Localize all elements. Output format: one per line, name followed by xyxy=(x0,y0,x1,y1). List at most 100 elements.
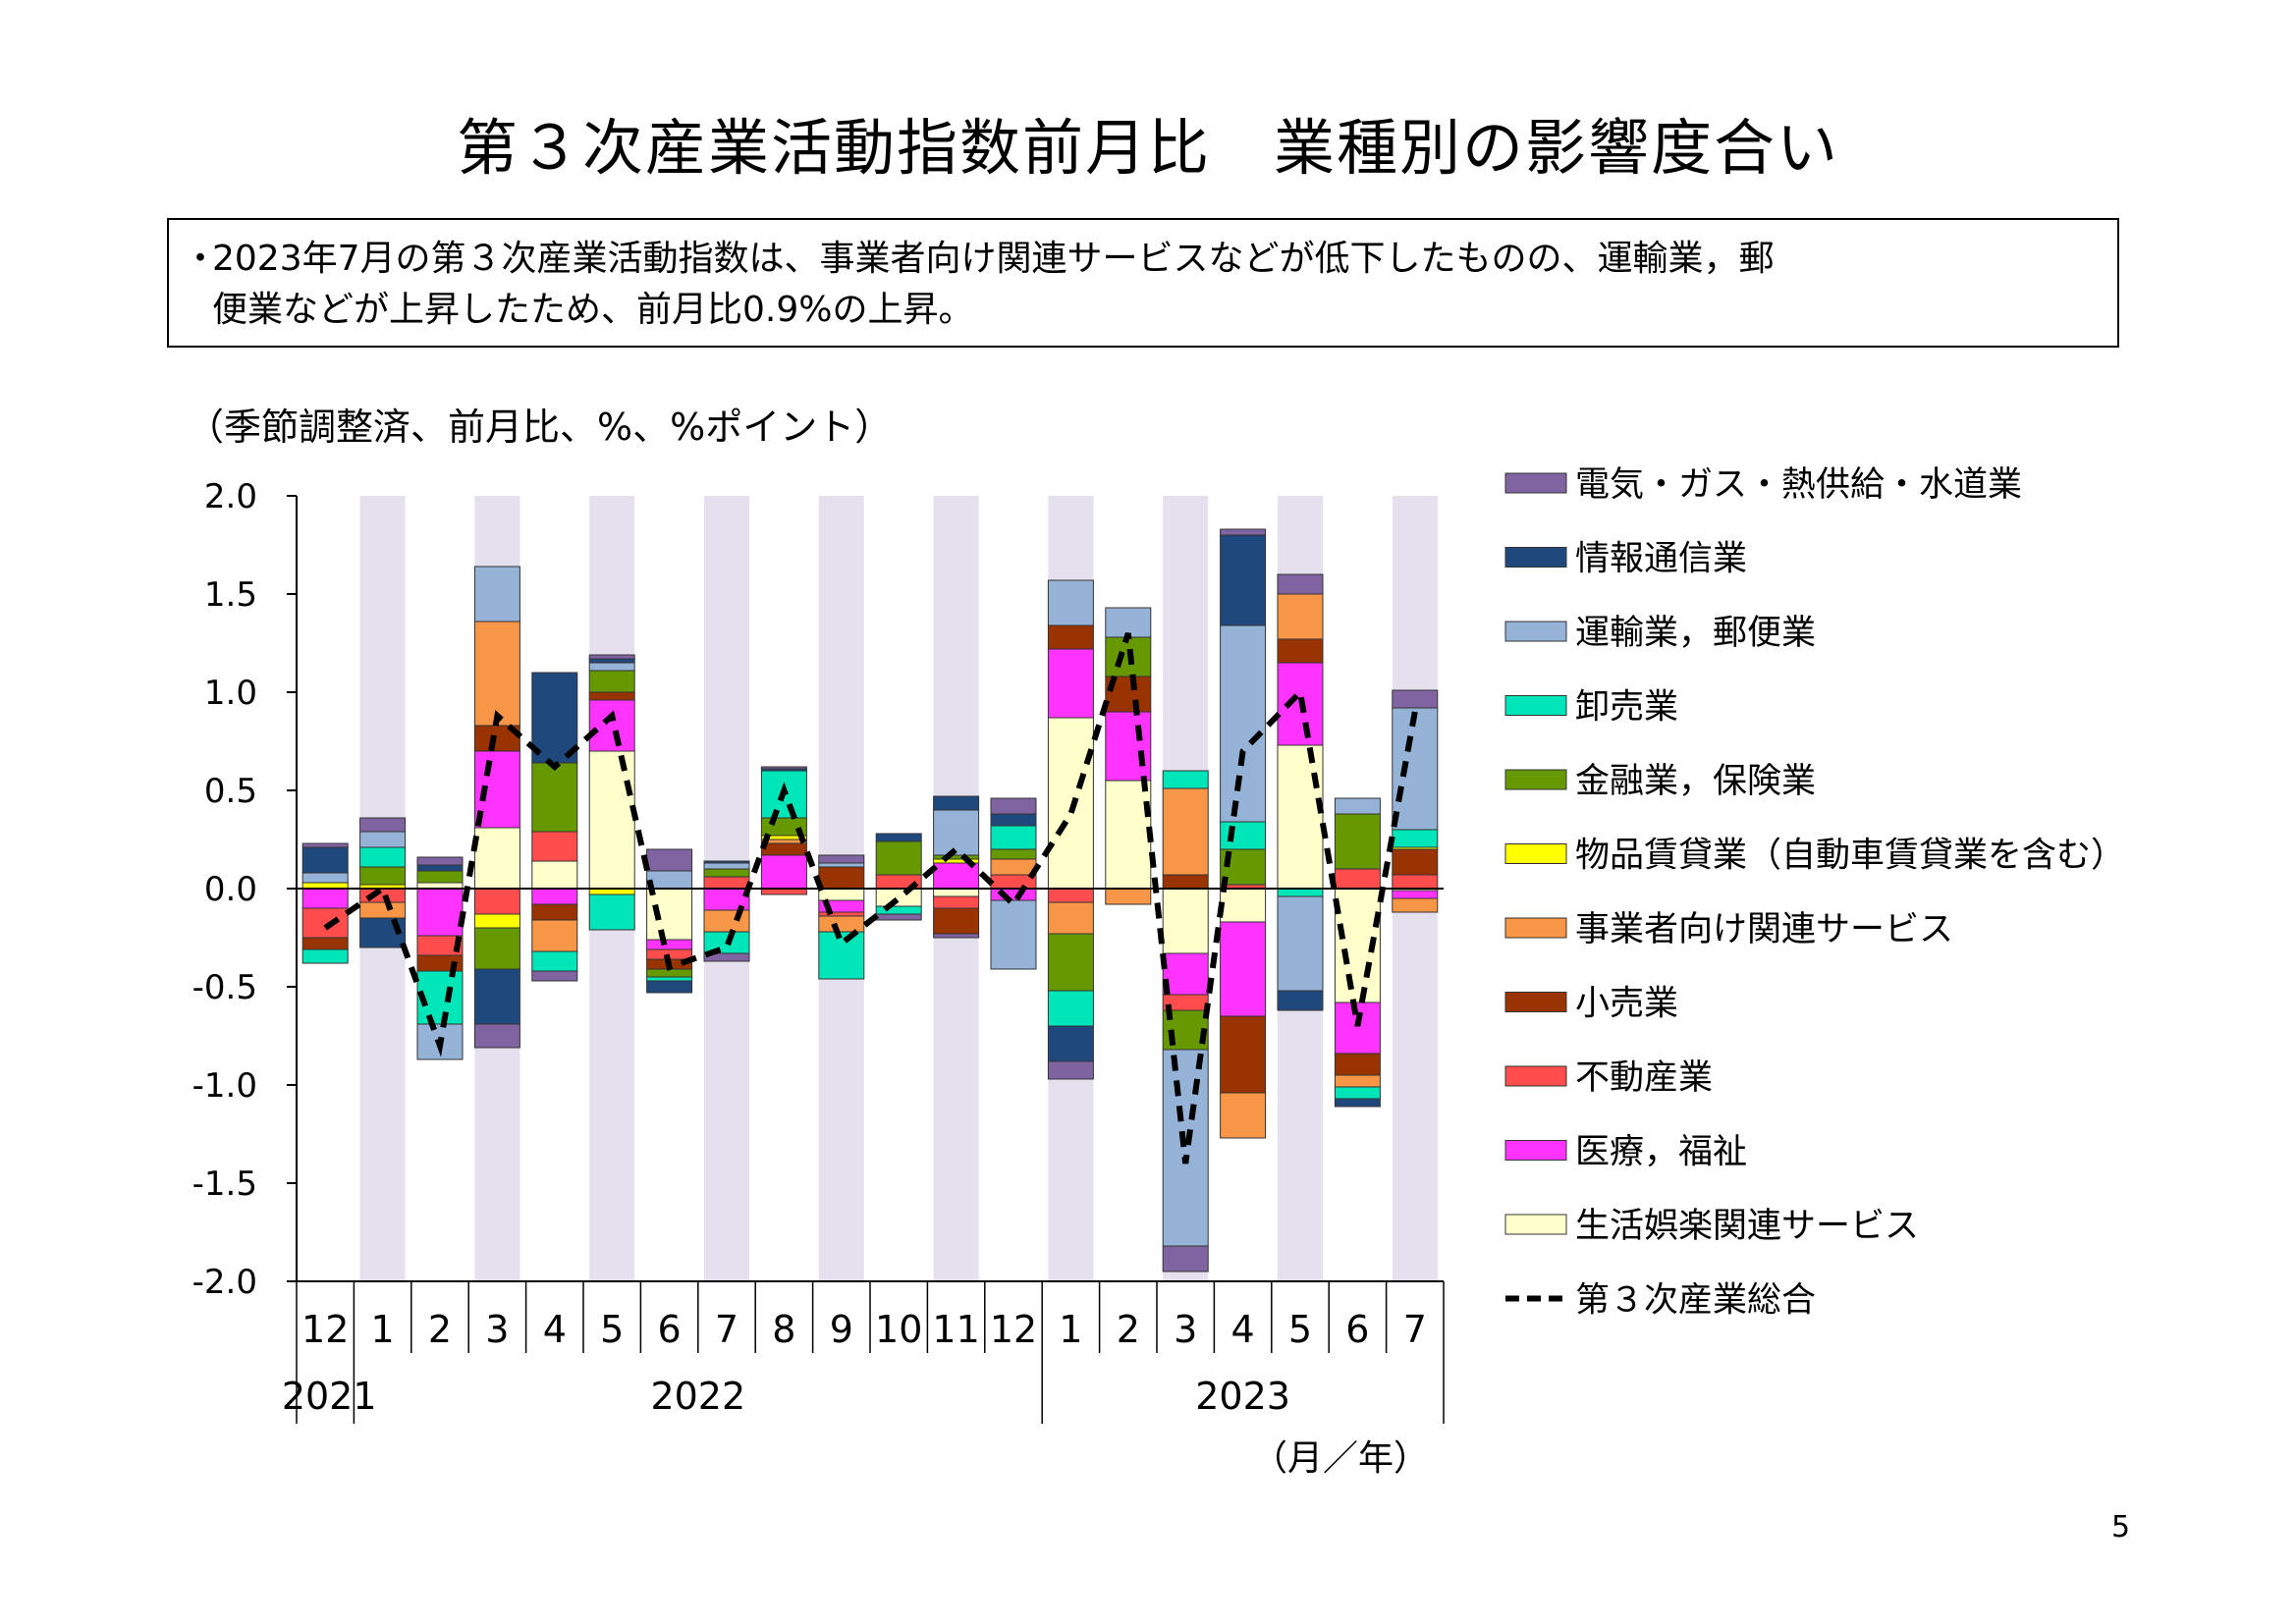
bar-segment-s9-c10 xyxy=(875,833,922,842)
bar-segment-s4-c19 xyxy=(1392,897,1439,913)
bar-segment-s3-c18 xyxy=(1334,1053,1381,1076)
bar-segment-s3-c19 xyxy=(1392,848,1439,876)
bar-segment-s10-c3 xyxy=(473,1023,520,1049)
bar-segment-s9-c17 xyxy=(1277,990,1324,1011)
bar-segment-s6-c7 xyxy=(703,868,750,878)
bar-segment-s0-c5 xyxy=(588,750,635,890)
bar-segment-s6-c13 xyxy=(1047,933,1094,992)
y-tick-label-2: 1.0 xyxy=(204,674,257,713)
bar-segment-s4-c4 xyxy=(531,919,578,952)
bar-segment-s4-c1 xyxy=(359,901,407,919)
y-tick-label-1: 1.5 xyxy=(204,575,257,615)
x-tick-label-4: 4 xyxy=(543,1308,567,1351)
bar-segment-s8-c15 xyxy=(1162,1049,1209,1247)
bar-segment-s8-c7 xyxy=(703,862,750,870)
x-tick-label-10: 10 xyxy=(875,1308,922,1351)
bar-segment-s0-c14 xyxy=(1105,780,1152,890)
y-tick-label-4: 0.0 xyxy=(204,870,257,909)
bar-segment-s1-c8 xyxy=(760,854,807,890)
bar-segment-s10-c7 xyxy=(703,952,750,962)
bar-segment-s6-c18 xyxy=(1334,813,1381,870)
bar-segment-s8-c5 xyxy=(588,662,635,672)
bar-segment-s0-c9 xyxy=(818,888,865,901)
bar-segment-s1-c4 xyxy=(531,888,578,905)
bar-segment-s6-c11 xyxy=(933,854,980,860)
bar-segment-s7-c5 xyxy=(588,893,635,931)
legend-swatch-7 xyxy=(1504,992,1567,1012)
x-tick-label-19: 7 xyxy=(1403,1308,1427,1351)
bar-segment-s8-c3 xyxy=(473,566,520,623)
total-line xyxy=(323,632,1418,1164)
bar-segment-s6-c10 xyxy=(875,840,922,876)
year-label-1: 2022 xyxy=(650,1375,745,1418)
y-tick-label-7: -1.5 xyxy=(192,1164,257,1204)
legend-label-11: 第３次産業総合 xyxy=(1575,1281,1816,1321)
bar-segment-s6-c6 xyxy=(646,968,693,978)
y-tick-label-6: -1.0 xyxy=(192,1066,257,1106)
bar-segment-s0-c4 xyxy=(531,860,578,890)
axes: 2.01.51.00.50.0-0.5-1.0-1.5-2.012 1 2 3 4 5 6 7… xyxy=(192,477,1445,1424)
legend-swatch-6 xyxy=(1504,917,1567,939)
bar-segment-s4-c16 xyxy=(1220,1092,1267,1139)
bar-segment-s3-c8 xyxy=(760,842,807,856)
bar-segment-s8-c0 xyxy=(301,872,349,884)
bar-segment-s0-c16 xyxy=(1220,888,1267,923)
bar-segment-s3-c11 xyxy=(933,907,980,935)
legend-label-7: 小売業 xyxy=(1575,985,1678,1024)
bar-segment-s0-c13 xyxy=(1047,717,1094,890)
bar-segment-s0-c3 xyxy=(473,827,520,890)
bar-segment-s4-c7 xyxy=(703,909,750,933)
bar-segment-s1-c5 xyxy=(588,699,635,752)
bar-segment-s8-c19 xyxy=(1392,707,1439,831)
bar-segment-s10-c9 xyxy=(818,854,865,864)
year-label-0: 2021 xyxy=(282,1375,377,1418)
unit-label: （季節調整済、前月比、%、%ポイント） xyxy=(187,406,893,449)
bar-segment-s7-c6 xyxy=(646,976,693,982)
total-line-path xyxy=(323,632,1418,1164)
bar-segment-s7-c16 xyxy=(1220,821,1267,850)
bar-segment-s9-c12 xyxy=(990,813,1037,827)
bar-segment-s1-c14 xyxy=(1105,711,1152,782)
bar-segment-s3-c0 xyxy=(301,937,349,950)
summary-line-1: ・ 2023年7月の第３次産業活動指数は、事業者向け関連サービスなどが低下したも… xyxy=(183,234,2098,285)
bar-segment-s9-c0 xyxy=(301,846,349,874)
x-tick-label-13: 1 xyxy=(1059,1308,1082,1351)
bar-segment-s8-c13 xyxy=(1047,579,1094,626)
y-tick-label-0: 2.0 xyxy=(204,477,257,516)
bar-segment-s1-c16 xyxy=(1220,921,1267,1017)
bar-segment-s9-c11 xyxy=(933,795,980,811)
x-tick-label-1: 1 xyxy=(371,1308,395,1351)
bar-segment-s4-c15 xyxy=(1162,787,1209,876)
bar-segment-s7-c4 xyxy=(531,950,578,972)
legend-label-3: 卸売業 xyxy=(1575,688,1678,728)
bar-segment-s10-c12 xyxy=(990,797,1037,815)
bar-segment-s8-c12 xyxy=(990,899,1037,970)
bar-segment-s8-c11 xyxy=(933,809,980,856)
bar-segment-s10-c10 xyxy=(875,913,922,921)
bar-segment-s7-c0 xyxy=(301,948,349,964)
x-tick-label-17: 5 xyxy=(1288,1308,1312,1351)
bar-segment-s2-c9 xyxy=(818,911,865,917)
bar-segment-s7-c10 xyxy=(875,905,922,915)
bar-segment-s3-c17 xyxy=(1277,638,1324,664)
bar-segment-s7-c2 xyxy=(416,970,464,1025)
bar-segment-s1-c19 xyxy=(1392,890,1439,899)
bar-segment-s10-c5 xyxy=(588,654,635,660)
x-tick-label-15: 3 xyxy=(1174,1308,1197,1351)
bar-segment-s9-c7 xyxy=(703,860,750,864)
summary-line-2: 便業などが上昇したため、前月比0.9%の上昇。 xyxy=(183,285,2098,336)
bar-segment-s9-c4 xyxy=(531,672,578,764)
legend-swatch-5 xyxy=(1504,843,1567,864)
bar-segment-s9-c3 xyxy=(473,968,520,1025)
bar-segment-s2-c0 xyxy=(301,907,349,939)
bar-segment-s7-c15 xyxy=(1162,770,1209,789)
bar-segment-s4-c3 xyxy=(473,621,520,727)
x-tick-label-6: 6 xyxy=(658,1308,682,1351)
summary-box: ・ 2023年7月の第３次産業活動指数は、事業者向け関連サービスなどが低下したも… xyxy=(167,218,2119,348)
bar-segment-s7-c13 xyxy=(1047,990,1094,1027)
bar-segment-s4-c9 xyxy=(818,915,865,933)
bar-segment-s3-c4 xyxy=(531,903,578,921)
bar-segment-s1-c0 xyxy=(301,888,349,909)
bar-segment-s0-c15 xyxy=(1162,888,1209,954)
